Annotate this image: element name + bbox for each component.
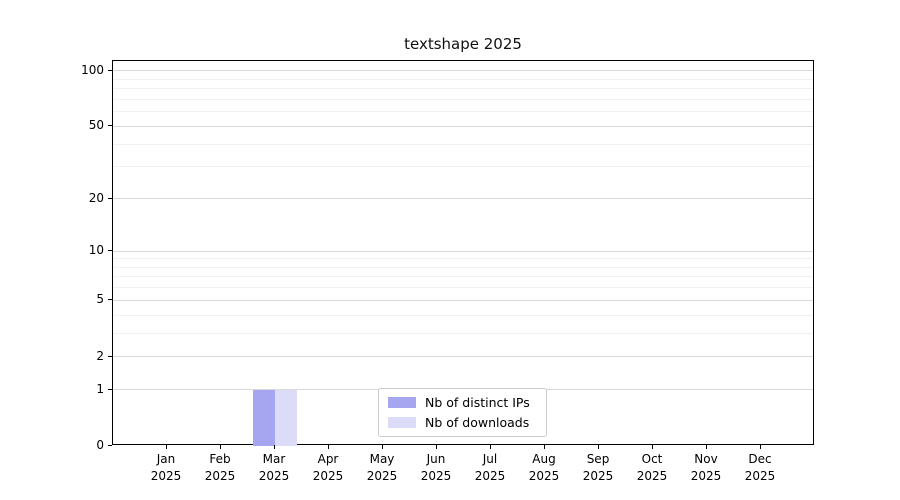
y-tick-label-50: 50 xyxy=(88,118,104,133)
gridline-minor-90 xyxy=(113,78,813,80)
gridline-minor-80 xyxy=(113,88,813,90)
x-tick-may xyxy=(382,445,383,449)
gridline-minor-6 xyxy=(113,287,813,289)
x-tick-label-feb: Feb 2025 xyxy=(204,452,236,483)
y-tick-2 xyxy=(108,355,112,357)
y-tick-0 xyxy=(108,445,112,446)
gridline-major-2 xyxy=(113,356,813,358)
x-tick-label-jul: Jul 2025 xyxy=(474,452,506,483)
x-tick-label-jan: Jan 2025 xyxy=(150,452,182,483)
gridline-minor-8 xyxy=(113,266,813,268)
gridline-major-10 xyxy=(113,250,813,252)
gridline-minor-7 xyxy=(113,276,813,278)
y-tick-label-10: 10 xyxy=(88,243,104,258)
gridline-minor-4 xyxy=(113,314,813,316)
x-tick-apr xyxy=(328,445,329,449)
x-tick-label-may: May 2025 xyxy=(366,452,398,483)
y-tick-5 xyxy=(108,299,112,301)
gridline-major-100 xyxy=(113,70,813,72)
x-tick-dec xyxy=(760,445,761,449)
x-tick-label-sep: Sep 2025 xyxy=(582,452,614,483)
bar-nb-of-distinct-ips-mar xyxy=(253,389,275,446)
gridline-minor-3 xyxy=(113,332,813,334)
plot-area xyxy=(112,60,814,446)
x-tick-jul xyxy=(490,445,491,449)
x-tick-aug xyxy=(544,445,545,449)
gridline-major-50 xyxy=(113,125,813,127)
x-tick-label-nov: Nov 2025 xyxy=(690,452,722,483)
gridline-minor-40 xyxy=(113,143,813,145)
legend-box: Nb of distinct IPs Nb of downloads xyxy=(378,388,547,437)
x-tick-label-dec: Dec 2025 xyxy=(744,452,776,483)
y-tick-label-5: 5 xyxy=(96,292,104,307)
x-tick-feb xyxy=(220,445,221,449)
y-tick-label-100: 100 xyxy=(81,62,104,77)
y-tick-100 xyxy=(108,69,112,71)
y-tick-label-2: 2 xyxy=(96,348,104,363)
y-tick-label-1: 1 xyxy=(96,381,104,396)
y-tick-10 xyxy=(108,250,112,252)
legend-label-downloads: Nb of downloads xyxy=(425,415,530,430)
x-tick-oct xyxy=(652,445,653,449)
gridline-minor-9 xyxy=(113,258,813,260)
legend-item-distinct-ips: Nb of distinct IPs xyxy=(388,395,537,410)
x-tick-nov xyxy=(706,445,707,449)
x-tick-jun xyxy=(436,445,437,449)
x-tick-label-aug: Aug 2025 xyxy=(528,452,560,483)
legend-swatch-downloads xyxy=(388,417,416,428)
x-tick-label-jun: Jun 2025 xyxy=(420,452,452,483)
gridline-major-5 xyxy=(113,299,813,301)
bar-nb-of-downloads-mar xyxy=(275,389,297,446)
gridline-major-20 xyxy=(113,198,813,199)
gridline-minor-70 xyxy=(113,98,813,100)
y-tick-50 xyxy=(108,125,112,127)
gridline-minor-30 xyxy=(113,166,813,168)
chart-title: textshape 2025 xyxy=(404,35,522,53)
x-tick-mar xyxy=(274,445,275,449)
x-tick-sep xyxy=(598,445,599,449)
x-tick-jan xyxy=(166,445,167,449)
y-tick-label-0: 0 xyxy=(96,438,104,452)
x-tick-label-apr: Apr 2025 xyxy=(312,452,344,483)
legend-item-downloads: Nb of downloads xyxy=(388,415,537,430)
y-tick-label-20: 20 xyxy=(88,190,104,205)
y-tick-1 xyxy=(108,388,112,390)
gridline-minor-60 xyxy=(113,111,813,113)
y-tick-20 xyxy=(108,197,112,199)
x-tick-label-mar: Mar 2025 xyxy=(258,452,290,483)
legend-label-distinct-ips: Nb of distinct IPs xyxy=(425,395,530,410)
x-tick-label-oct: Oct 2025 xyxy=(636,452,668,483)
legend-swatch-distinct-ips xyxy=(388,397,416,408)
